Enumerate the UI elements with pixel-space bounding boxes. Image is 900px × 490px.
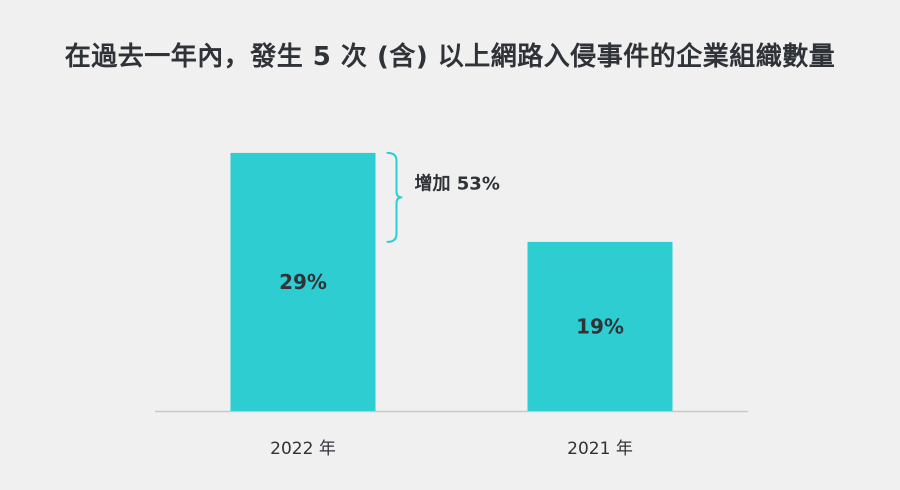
bar-data-label-0: 29% xyxy=(279,270,327,294)
x-tick-label-1: 2021 年 xyxy=(567,439,633,459)
bar-1 xyxy=(527,241,673,411)
bar-data-label-1: 19% xyxy=(576,314,624,338)
annotation-label: 增加 53% xyxy=(415,172,500,194)
chart-title: 在過去一年內，發生 5 次 (含) 以上網路入侵事件的企業組織數量 xyxy=(64,42,836,72)
annotation-bracket xyxy=(386,151,403,243)
annotation-group: 增加 53% xyxy=(386,151,500,243)
bars-group: 29% 2022 年 19% 2021 年 xyxy=(230,152,673,459)
x-tick-label-0: 2022 年 xyxy=(270,439,336,459)
bar-0 xyxy=(230,152,376,411)
